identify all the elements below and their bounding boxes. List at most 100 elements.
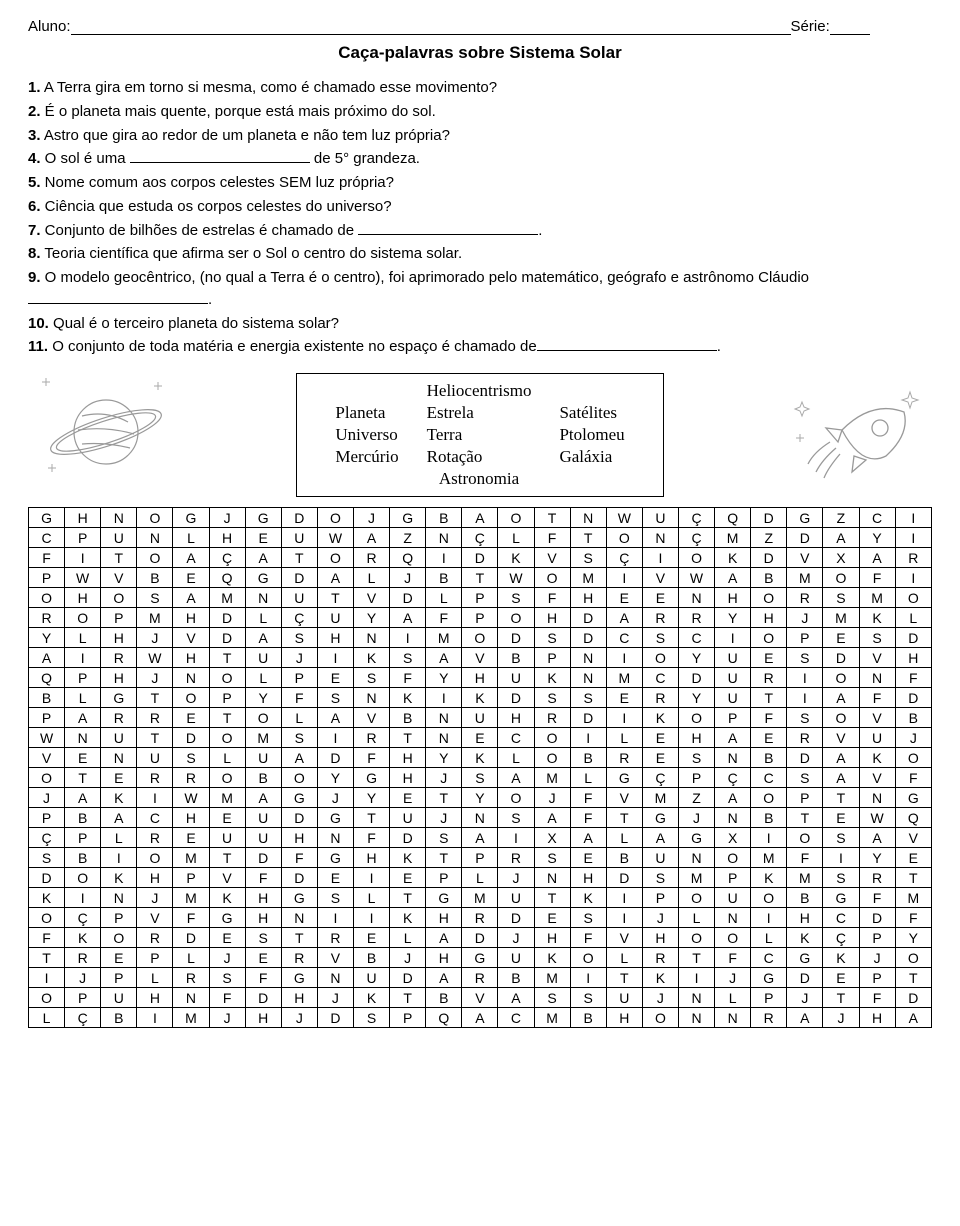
grid-cell: N: [173, 988, 209, 1008]
answer-blank[interactable]: [537, 350, 717, 351]
grid-cell: Ç: [823, 928, 859, 948]
grid-cell: J: [426, 808, 462, 828]
grid-cell: N: [570, 508, 606, 528]
grid-cell: I: [606, 908, 642, 928]
grid-cell: F: [859, 688, 895, 708]
grid-cell: E: [534, 908, 570, 928]
grid-cell: E: [245, 528, 281, 548]
grid-cell: H: [281, 988, 317, 1008]
grid-cell: P: [101, 968, 137, 988]
grid-cell: R: [751, 1008, 787, 1028]
grid-cell: D: [245, 988, 281, 1008]
question-text: Conjunto de bilhões de estrelas é chamad…: [41, 222, 359, 239]
grid-cell: N: [462, 808, 498, 828]
grid-cell: K: [570, 888, 606, 908]
grid-cell: B: [498, 968, 534, 988]
grid-cell: D: [390, 588, 426, 608]
grid-cell: I: [606, 888, 642, 908]
grid-cell: N: [245, 588, 281, 608]
question-line: 9. O modelo geocêntrico, (no qual a Terr…: [28, 267, 932, 311]
grid-cell: S: [353, 1008, 389, 1028]
grid-cell: T: [65, 768, 101, 788]
grid-cell: H: [534, 928, 570, 948]
grid-cell: P: [65, 988, 101, 1008]
grid-row: OHOSAMNUTVDLPSFHEENHORSMO: [29, 588, 932, 608]
grid-cell: O: [65, 868, 101, 888]
grid-cell: P: [281, 668, 317, 688]
grid-cell: S: [353, 668, 389, 688]
answer-blank[interactable]: [28, 303, 208, 304]
grid-cell: O: [317, 508, 353, 528]
grid-cell: N: [101, 748, 137, 768]
grid-cell: A: [787, 1008, 823, 1028]
serie-blank[interactable]: [830, 34, 870, 35]
grid-cell: F: [245, 968, 281, 988]
grid-cell: F: [859, 988, 895, 1008]
answer-blank[interactable]: [130, 162, 310, 163]
grid-cell: A: [715, 788, 751, 808]
grid-cell: P: [787, 788, 823, 808]
grid-cell: A: [65, 788, 101, 808]
grid-cell: O: [570, 948, 606, 968]
grid-cell: E: [173, 708, 209, 728]
grid-cell: E: [570, 848, 606, 868]
grid-cell: A: [245, 548, 281, 568]
grid-cell: L: [678, 908, 714, 928]
grid-cell: V: [606, 788, 642, 808]
grid-cell: B: [137, 568, 173, 588]
grid-cell: G: [317, 808, 353, 828]
grid-cell: N: [715, 748, 751, 768]
grid-cell: D: [787, 528, 823, 548]
grid-cell: Q: [29, 668, 65, 688]
grid-cell: F: [534, 588, 570, 608]
grid-cell: U: [390, 808, 426, 828]
grid-cell: Q: [426, 1008, 462, 1028]
grid-cell: I: [353, 908, 389, 928]
grid-cell: F: [570, 788, 606, 808]
grid-row: ROPMHDLÇUYAFPOHDARRYHJMKL: [29, 608, 932, 628]
aluno-label: Aluno:: [28, 18, 71, 35]
grid-cell: F: [426, 608, 462, 628]
grid-cell: O: [895, 948, 931, 968]
grid-cell: J: [281, 648, 317, 668]
grid-cell: A: [462, 508, 498, 528]
grid-cell: H: [65, 508, 101, 528]
question-line: 3. Astro que gira ao redor de um planeta…: [28, 125, 932, 147]
grid-cell: F: [570, 808, 606, 828]
grid-cell: A: [29, 648, 65, 668]
question-number: 11.: [28, 338, 48, 355]
grid-cell: J: [209, 508, 245, 528]
grid-cell: F: [353, 828, 389, 848]
wordbank-top: Heliocentrismo: [413, 380, 546, 402]
grid-cell: K: [534, 948, 570, 968]
grid-cell: U: [281, 528, 317, 548]
grid-cell: A: [462, 828, 498, 848]
grid-cell: I: [751, 828, 787, 848]
grid-cell: M: [534, 968, 570, 988]
grid-cell: P: [29, 568, 65, 588]
grid-cell: R: [787, 728, 823, 748]
grid-cell: B: [390, 708, 426, 728]
grid-cell: K: [101, 788, 137, 808]
grid-cell: N: [642, 528, 678, 548]
answer-blank[interactable]: [358, 234, 538, 235]
grid-cell: W: [606, 508, 642, 528]
grid-cell: C: [751, 948, 787, 968]
grid-cell: K: [787, 928, 823, 948]
grid-cell: F: [895, 908, 931, 928]
grid-cell: D: [462, 548, 498, 568]
grid-cell: D: [317, 748, 353, 768]
grid-cell: B: [426, 988, 462, 1008]
grid-cell: R: [137, 828, 173, 848]
grid-cell: T: [678, 948, 714, 968]
grid-cell: G: [606, 768, 642, 788]
grid-cell: H: [426, 948, 462, 968]
aluno-blank[interactable]: [71, 34, 791, 35]
grid-cell: P: [678, 768, 714, 788]
grid-cell: T: [281, 928, 317, 948]
grid-cell: K: [390, 848, 426, 868]
grid-cell: F: [245, 868, 281, 888]
grid-cell: L: [281, 708, 317, 728]
grid-cell: R: [678, 608, 714, 628]
grid-cell: E: [642, 728, 678, 748]
